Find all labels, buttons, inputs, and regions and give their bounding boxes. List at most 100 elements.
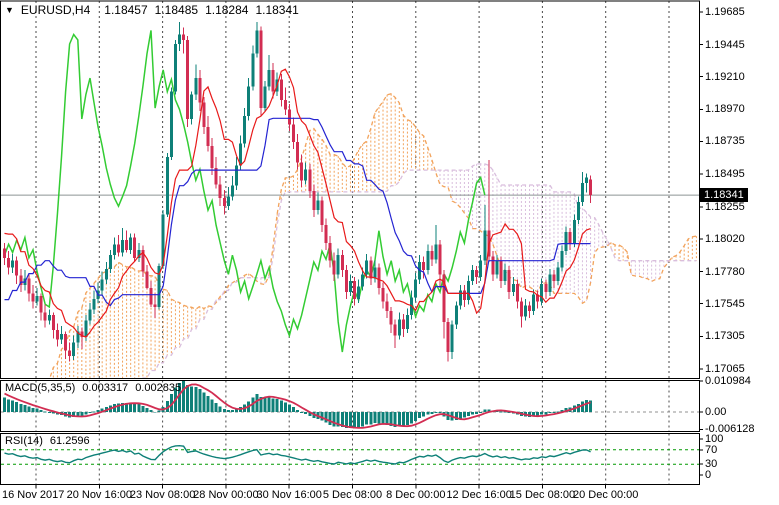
- macd-histogram-bar: [536, 412, 540, 416]
- candle-body: [401, 319, 405, 329]
- macd-histogram-bar: [401, 412, 405, 427]
- candle-body: [259, 30, 263, 109]
- macd-signal-line: [4, 383, 591, 429]
- macd-histogram-bar: [580, 401, 584, 412]
- ichimoku-cloud: [49, 92, 697, 379]
- candle-body: [540, 283, 544, 302]
- macd-histogram-bar: [430, 412, 434, 414]
- macd-histogram-bar: [487, 409, 491, 412]
- macd-histogram-bar: [348, 412, 352, 428]
- macd-histogram-bar: [202, 392, 206, 412]
- candle-body: [336, 255, 340, 275]
- candle-body: [426, 251, 430, 271]
- candle-body: [308, 169, 312, 192]
- candle-body: [234, 165, 238, 186]
- macd-histogram-bar: [353, 412, 357, 429]
- candle-body: [100, 279, 104, 291]
- macd-histogram-bar: [157, 410, 161, 412]
- macd-histogram-bar: [414, 412, 418, 421]
- macd-histogram-bar: [287, 404, 291, 412]
- macd-histogram-bar: [96, 410, 100, 412]
- candle-body: [369, 260, 373, 279]
- macd-histogram-bar: [471, 412, 475, 415]
- candle-body: [585, 177, 589, 183]
- candle-body: [141, 249, 145, 272]
- macd-histogram-bar: [283, 402, 287, 412]
- candle-body: [576, 202, 580, 220]
- candle-body: [3, 248, 6, 258]
- macd-histogram-bar: [548, 412, 552, 414]
- macd-histogram-bar: [336, 412, 340, 427]
- macd-histogram-bar: [434, 412, 438, 413]
- panel-border: [0, 0, 700, 379]
- candle-body: [121, 240, 125, 253]
- macd-histogram-bar: [194, 386, 198, 412]
- macd-histogram-bar: [80, 412, 84, 416]
- candle-body: [247, 86, 251, 117]
- macd-histogram-bar: [145, 407, 149, 412]
- candle-body: [35, 296, 39, 302]
- candle-body: [149, 287, 153, 305]
- macd-histogram-bar: [528, 412, 532, 417]
- macd-histogram-bar: [324, 412, 328, 423]
- candle-body: [320, 200, 324, 226]
- macd-histogram-bar: [405, 412, 409, 426]
- macd-histogram-bar: [182, 380, 186, 412]
- candle-body: [47, 315, 51, 321]
- candle-body: [263, 86, 267, 109]
- macd-histogram-bar: [458, 412, 462, 419]
- macd-histogram-bar: [291, 407, 295, 412]
- candle-body: [198, 78, 202, 103]
- macd-histogram-bar: [556, 411, 560, 413]
- macd-histogram-bar: [576, 403, 580, 412]
- candle-body: [328, 242, 332, 261]
- candle-body: [523, 305, 527, 317]
- candle-body: [503, 270, 507, 282]
- macd-histogram-bar: [3, 397, 6, 412]
- macd-histogram-bar: [186, 384, 190, 412]
- candle-body: [560, 251, 564, 268]
- candle-body: [438, 244, 442, 275]
- macd-histogram-bar: [585, 400, 589, 412]
- macd-histogram-bar: [373, 412, 377, 424]
- macd-histogram-bar: [381, 412, 385, 425]
- macd-histogram-bar: [198, 389, 202, 412]
- candle-body: [267, 69, 271, 87]
- macd-histogram-bar: [340, 412, 344, 427]
- candle-body: [446, 321, 450, 352]
- candle-body: [283, 99, 287, 110]
- candle-body: [55, 330, 59, 340]
- macd-histogram-bar: [214, 403, 218, 412]
- macd-histogram-bar: [51, 412, 55, 414]
- candle-body: [544, 283, 548, 293]
- candle-body: [80, 331, 84, 337]
- macd-histogram-bar: [133, 403, 137, 412]
- macd-histogram-bar: [296, 410, 300, 412]
- tenkan-sen-line: [4, 68, 591, 338]
- candle-body: [430, 251, 434, 260]
- macd-histogram-bar: [466, 412, 470, 417]
- macd-histogram-bar: [35, 408, 39, 412]
- candle-body: [43, 312, 47, 321]
- macd-histogram-bar: [23, 404, 27, 412]
- candle-body: [483, 230, 487, 261]
- macd-histogram-bar: [544, 412, 548, 415]
- panel-border: [0, 433, 700, 485]
- macd-histogram-bar: [320, 412, 324, 421]
- candle-body: [194, 78, 198, 95]
- candle-body: [186, 39, 190, 119]
- macd-histogram-bar: [165, 401, 169, 412]
- macd-histogram-bar: [475, 412, 479, 414]
- macd-histogram-bar: [328, 412, 332, 425]
- candle-body: [59, 334, 63, 340]
- chikou-span-line: [3, 30, 486, 353]
- candle-body: [92, 298, 96, 310]
- macd-histogram-bar: [499, 411, 503, 413]
- macd-histogram-bar: [259, 396, 263, 412]
- candle-body: [39, 296, 43, 313]
- macd-histogram-bar: [279, 400, 283, 412]
- macd-histogram-bar: [27, 406, 31, 412]
- candle-body: [133, 237, 137, 258]
